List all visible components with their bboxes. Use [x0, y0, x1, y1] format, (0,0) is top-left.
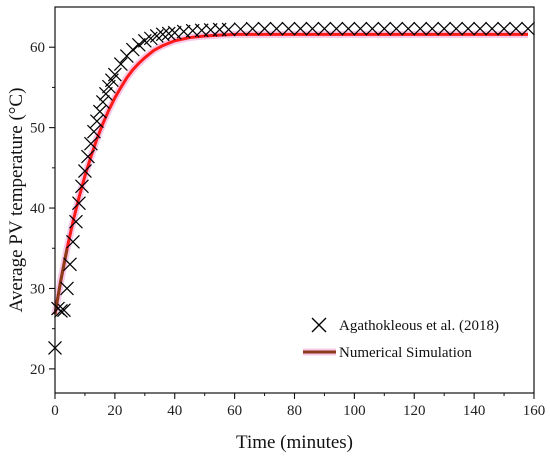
experimental-point: [125, 42, 140, 57]
experimental-point: [233, 22, 248, 37]
experimental-point: [155, 27, 170, 42]
x-tick-label: 100: [343, 403, 366, 419]
experimental-point: [69, 214, 83, 229]
experimental-point: [92, 104, 107, 119]
x-tick-label: 120: [403, 403, 426, 419]
experimental-point: [341, 21, 356, 36]
experimental-point: [317, 21, 332, 36]
experimental-point: [461, 21, 476, 36]
experimental-point: [437, 21, 452, 36]
experimental-point: [84, 136, 98, 151]
x-tick-label: 40: [167, 403, 182, 419]
experimental-point: [257, 21, 272, 36]
experimental-point: [131, 37, 146, 52]
experimental-point: [509, 21, 523, 36]
experimental-point: [113, 57, 128, 72]
experimental-point: [66, 234, 80, 249]
experimental-point: [425, 21, 440, 36]
experimental-point: [95, 94, 110, 109]
experimental-point: [221, 22, 236, 37]
experimental-point: [63, 257, 77, 272]
experimental-point: [161, 26, 176, 41]
y-tick-label: 60: [30, 40, 45, 56]
ticks-layer: 0 20 40 60 80 100 120 140 160 20 30 40 50 60: [30, 40, 545, 419]
experimental-point: [473, 21, 488, 36]
experimental-point: [89, 114, 104, 129]
simulation-highlight: [51, 30, 529, 315]
experimental-point: [497, 21, 511, 36]
legend-marker-experimental: [311, 317, 327, 333]
experimental-point: [377, 21, 392, 36]
experimental-point: [75, 179, 89, 194]
legend-label-experimental: Agathokleous et al. (2018): [339, 318, 499, 334]
experimental-point: [57, 303, 71, 318]
experimental-point: [81, 149, 95, 164]
experimental-point: [521, 21, 535, 36]
experimental-point: [98, 86, 113, 101]
y-tick-label: 20: [30, 362, 45, 378]
x-tick-label: 60: [227, 403, 242, 419]
experimental-point: [293, 21, 308, 36]
x-tick-label: 80: [287, 403, 302, 419]
x-axis-title: Time (minutes): [236, 432, 353, 453]
x-tick-label: 0: [51, 403, 59, 419]
x-tick-label: 160: [523, 403, 546, 419]
experimental-point: [329, 21, 344, 36]
experimental-point: [107, 67, 122, 82]
experimental-point: [413, 21, 428, 36]
experimental-point: [86, 124, 101, 139]
y-tick-label: 50: [30, 121, 45, 137]
y-axis-title: Average PV temperature (°C): [6, 88, 27, 313]
experimental-point: [269, 21, 284, 36]
x-tick-label: 20: [107, 403, 122, 419]
experimental-point: [72, 196, 86, 211]
experimental-point: [245, 21, 260, 36]
experimental-point: [389, 21, 404, 36]
experimental-point: [353, 21, 368, 36]
marks-layer: [48, 21, 535, 355]
y-tick-label: 40: [30, 201, 45, 217]
experimental-point: [149, 29, 164, 43]
experimental-point: [78, 164, 92, 178]
simulation-line: [53, 32, 529, 315]
y-tick-label: 30: [30, 281, 45, 297]
experimental-point: [305, 21, 320, 36]
x-tick-label: 140: [463, 403, 486, 419]
experimental-point: [167, 25, 182, 40]
experimental-point: [401, 21, 416, 36]
legend: Agathokleous et al. (2018) Numerical Sim…: [303, 317, 499, 361]
plot-frame: [54, 6, 535, 394]
experimental-point: [365, 21, 380, 36]
experimental-point: [281, 21, 296, 36]
experimental-point: [449, 21, 464, 36]
experimental-point: [485, 21, 500, 36]
experimental-point: [54, 304, 68, 318]
experimental-point: [60, 281, 74, 296]
legend-label-simulation: Numerical Simulation: [339, 345, 472, 361]
